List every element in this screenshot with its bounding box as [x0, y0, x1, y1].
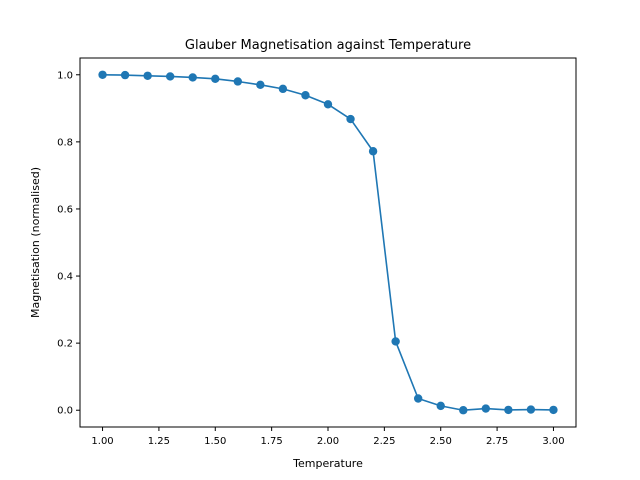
data-point: [413, 394, 423, 403]
x-tick-label: 2.75: [486, 436, 508, 447]
chart-title: Glauber Magnetisation against Temperatur…: [185, 38, 471, 53]
x-axis-label: Temperature: [292, 457, 363, 470]
data-point: [323, 100, 333, 109]
plot-area: [80, 58, 576, 427]
x-tick-label: 3.00: [542, 436, 564, 447]
data-point: [436, 401, 445, 411]
x-tick-label: 2.25: [373, 436, 395, 447]
data-point: [233, 77, 243, 86]
data-point: [278, 84, 288, 94]
y-tick-label: 1.0: [57, 70, 73, 81]
data-point: [549, 405, 558, 415]
data-point: [211, 74, 220, 84]
data-point: [504, 405, 513, 415]
x-tick-label: 2.50: [430, 436, 452, 447]
data-point: [526, 405, 536, 414]
data-point: [98, 70, 107, 79]
data-point: [256, 80, 265, 90]
series-layer: [98, 70, 558, 415]
x-tick-label: 1.00: [91, 436, 113, 447]
data-point: [391, 337, 400, 346]
y-tick-label: 0.0: [57, 406, 73, 417]
x-tick-label: 1.25: [148, 436, 170, 447]
data-point: [143, 71, 152, 80]
ticks-layer: 1.00 1.25 1.50 1.75 2.00 2.25 2.50 2.75 3.00 0.0 0…: [57, 70, 564, 447]
x-tick-label: 1.50: [204, 436, 226, 447]
data-point: [120, 70, 130, 80]
y-tick-label: 0.6: [57, 204, 73, 215]
y-tick-label: 0.2: [57, 339, 73, 350]
data-point: [301, 91, 310, 100]
x-tick-label: 2.00: [317, 436, 339, 447]
y-tick-label: 0.8: [57, 137, 73, 148]
data-point: [368, 147, 378, 156]
data-point: [188, 73, 197, 82]
x-tick-label: 1.75: [261, 436, 283, 447]
y-axis-label: Magnetisation (normalised): [29, 167, 42, 318]
data-point: [481, 404, 491, 413]
plot-frame: [79, 57, 577, 428]
data-point: [165, 72, 175, 81]
data-point: [459, 406, 468, 415]
data-point: [346, 114, 355, 124]
y-tick-label: 0.4: [57, 272, 73, 283]
